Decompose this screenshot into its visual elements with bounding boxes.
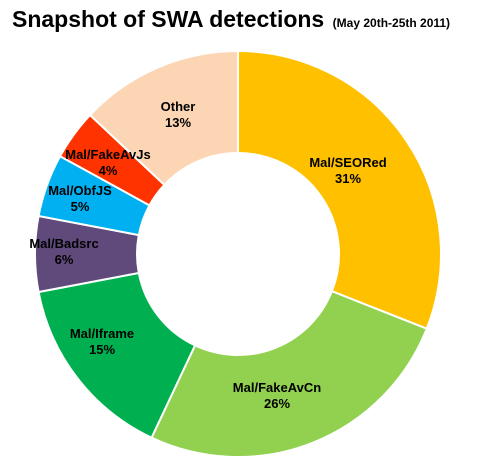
- slice-label-name: Mal/FakeAvCn: [233, 380, 321, 395]
- chart-subtitle: (May 20th-25th 2011): [332, 16, 451, 30]
- slice-mal-seored: [237, 49, 442, 331]
- slice-label-name: Mal/SEORed: [309, 155, 386, 170]
- slice-label-name: Other: [161, 99, 196, 114]
- slice-label-name: Mal/Badsrc: [29, 236, 98, 251]
- slice-label-name: Mal/Iframe: [70, 326, 134, 341]
- chart-title-main: Snapshot of SWA detections: [12, 6, 325, 32]
- slice-other: [88, 49, 239, 187]
- slice-label-name: Mal/ObfJS: [48, 183, 112, 198]
- slice-label-percent: 15%: [89, 342, 115, 357]
- slice-label-name: Mal/FakeAvJs: [65, 147, 151, 162]
- slice-label-percent: 4%: [99, 163, 118, 178]
- slice-label-percent: 5%: [71, 199, 90, 214]
- slice-mal-iframe: [37, 271, 197, 440]
- slice-mal-fakeavcn: [150, 289, 429, 458]
- chart-title: Snapshot of SWA detections (May 20th-25t…: [12, 6, 450, 33]
- donut-slices: [34, 49, 442, 458]
- slice-label-percent: 26%: [264, 396, 290, 411]
- slice-label-percent: 31%: [335, 171, 361, 186]
- slice-label-percent: 6%: [55, 252, 74, 267]
- slice-label-percent: 13%: [165, 115, 191, 130]
